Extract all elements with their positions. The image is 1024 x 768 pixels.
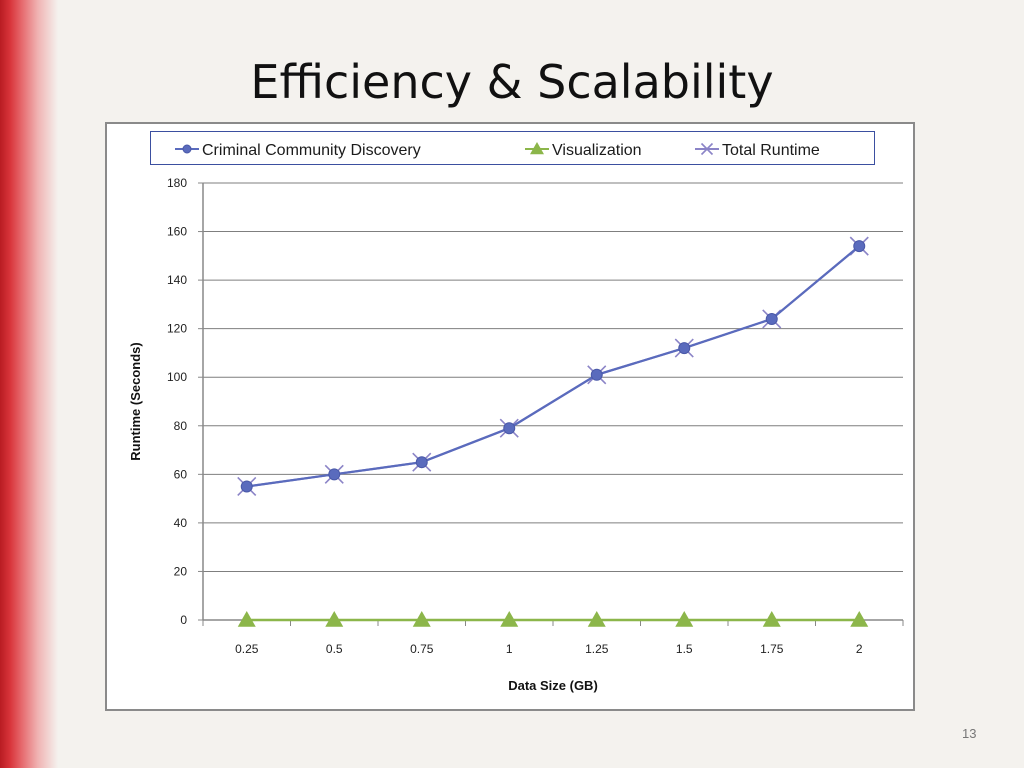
data-point — [182, 144, 192, 154]
data-point — [590, 368, 603, 381]
data-point — [678, 342, 691, 355]
y-tick-label: 120 — [167, 322, 187, 336]
legend-label: Criminal Community Discovery — [202, 142, 421, 159]
y-tick-label: 140 — [167, 273, 187, 287]
data-point — [700, 142, 714, 156]
legend-label: Total Runtime — [722, 142, 820, 159]
x-tick-label: 1.25 — [585, 642, 609, 656]
y-tick-label: 60 — [174, 467, 188, 481]
x-tick-label: 2 — [856, 642, 863, 656]
chart-legend — [150, 131, 875, 165]
x-tick-label: 1.5 — [676, 642, 693, 656]
legend-label: Visualization — [552, 142, 642, 159]
data-point — [500, 611, 519, 627]
data-point — [587, 611, 606, 627]
x-tick-label: 0.5 — [326, 642, 343, 656]
x-tick-label: 1 — [506, 642, 513, 656]
data-point — [762, 611, 781, 627]
data-point — [240, 480, 253, 493]
y-tick-label: 0 — [180, 613, 187, 627]
y-tick-label: 20 — [174, 564, 188, 578]
data-point — [412, 611, 431, 627]
x-tick-label: 0.25 — [235, 642, 259, 656]
legend-item: Criminal Community Discovery — [175, 142, 421, 159]
series-line — [246, 245, 860, 488]
y-axis-title: Runtime (Seconds) — [128, 342, 143, 460]
x-axis-title: Data Size (GB) — [508, 678, 598, 693]
legend-item: Visualization — [525, 142, 642, 159]
data-point — [765, 312, 778, 325]
x-tick-label: 1.75 — [760, 642, 784, 656]
data-point — [850, 611, 869, 627]
data-point — [530, 142, 544, 155]
y-tick-label: 80 — [174, 419, 188, 433]
series-criminal-community-discovery — [240, 240, 866, 493]
series-total-runtime — [237, 236, 869, 497]
data-point — [675, 611, 694, 627]
x-tick-label: 0.75 — [410, 642, 434, 656]
y-tick-label: 180 — [167, 176, 187, 190]
side-decoration-band — [0, 0, 58, 768]
data-point — [503, 422, 516, 435]
data-point — [415, 456, 428, 469]
y-tick-label: 160 — [167, 225, 187, 239]
data-point — [325, 611, 344, 627]
series-line — [246, 245, 860, 488]
slide-number: 13 — [962, 726, 977, 741]
data-point — [328, 468, 341, 481]
data-point — [237, 611, 256, 627]
y-tick-label: 100 — [167, 370, 187, 384]
data-point — [853, 240, 866, 253]
slide-title: Efficiency & Scalability — [250, 55, 774, 109]
legend-item: Total Runtime — [695, 142, 820, 159]
y-tick-label: 40 — [174, 516, 188, 530]
series-visualization — [237, 611, 869, 627]
